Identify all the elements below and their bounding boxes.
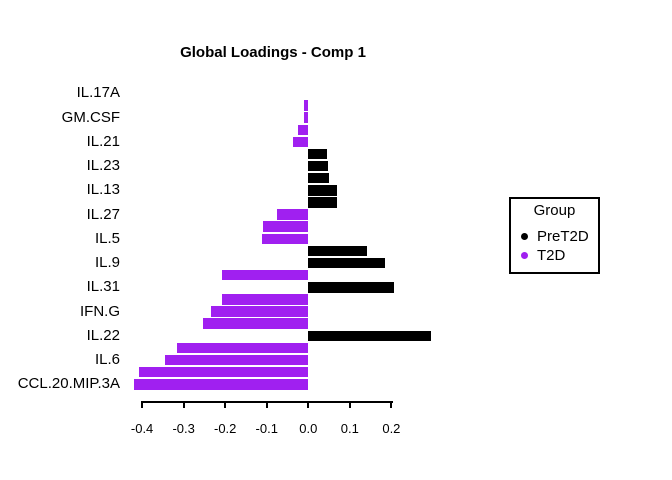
y-axis-label-il-21: IL.21 [86,132,120,150]
legend: Group PreT2D T2D [509,197,600,274]
bar [304,100,309,111]
bar [221,269,309,281]
bar-il-21 [292,136,309,148]
bar-il-22 [308,330,431,342]
x-axis-tick [307,401,310,408]
bar [139,366,309,378]
x-axis-tick [224,401,227,408]
bar [176,342,309,354]
x-axis-tick-label: -0.3 [172,421,195,436]
bar-gm-csf [304,112,309,123]
bar [202,318,309,329]
y-axis-label-ccl-20-mip-3a: CCL.20.MIP.3A [17,375,120,393]
x-axis-tick [390,401,393,408]
legend-label-pret2d: PreT2D [537,228,589,245]
x-axis-tick-label: -0.2 [213,421,237,436]
legend-title: Group [533,202,576,219]
bar [308,148,328,160]
bar-il-13 [308,185,337,196]
chart-title: Global Loadings - Comp 1 [180,44,366,61]
y-axis-label-il-17a: IL.17A [76,84,120,102]
bar-il-23 [308,160,329,172]
bar [308,245,367,257]
bar-ccl-20-mip-3a [133,379,309,390]
y-axis-label-il-22: IL.22 [86,326,120,344]
x-axis-tick [141,401,144,408]
y-axis-label-il-31: IL.31 [86,278,120,296]
y-axis-label-il-5: IL.5 [94,229,120,247]
x-axis-tick-label: 0.2 [382,421,401,436]
legend-item-pret2d: PreT2D [521,227,589,246]
bar-il-9 [308,257,385,269]
y-axis-label-gm-csf: GM.CSF [61,108,120,126]
x-axis-tick-label: 0.0 [299,421,318,436]
bar-il-5 [261,233,309,245]
x-axis-tick-label: 0.1 [340,421,359,436]
x-axis-tick [348,401,351,408]
bar-ifn-g [211,306,309,317]
legend-item-t2d: T2D [521,246,565,265]
y-axis-label-il-13: IL.13 [86,181,120,199]
x-axis-tick-label: -0.1 [255,421,278,436]
bar [297,124,309,135]
y-axis-label-ifn-g: IFN.G [80,302,120,320]
y-axis-label-il-23: IL.23 [86,157,120,175]
bar-il-27 [276,209,309,220]
legend-label-t2d: T2D [537,247,566,264]
bar [308,197,338,208]
bar [221,294,309,305]
bar-il-6 [164,354,309,366]
x-axis-tick [265,401,268,408]
x-axis-tick-label: -0.4 [130,421,154,436]
y-axis-label-il-9: IL.9 [94,254,120,272]
x-axis-tick [182,401,185,408]
bar [262,221,309,232]
legend-dot-pret2d-icon [521,233,528,240]
y-axis-label-il-6: IL.6 [94,351,120,369]
legend-dot-t2d-icon [521,252,528,259]
y-axis-label-il-27: IL.27 [86,205,120,223]
bar [308,172,330,184]
bar-il-31 [308,282,394,293]
